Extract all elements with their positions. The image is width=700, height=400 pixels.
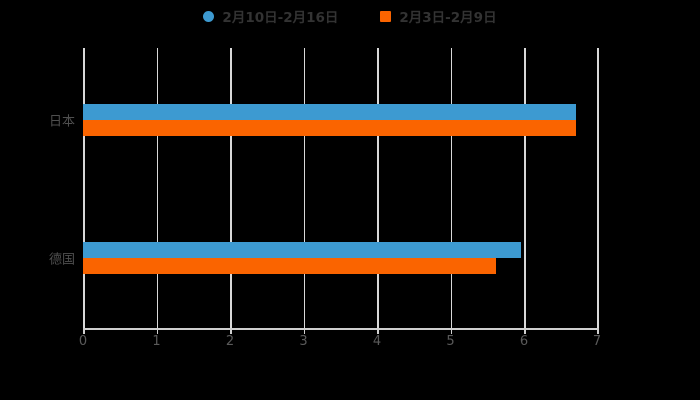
y-axis-label-japan: 日本 bbox=[48, 114, 75, 130]
bar-germany-series-2[interactable] bbox=[83, 258, 496, 274]
legend-label-series-2: 2月3日-2月9日 bbox=[399, 10, 497, 26]
x-tick-label-0: 0 bbox=[78, 334, 88, 349]
legend-label-series-1: 2月10日-2月16日 bbox=[222, 10, 339, 26]
bar-germany-series-1[interactable] bbox=[83, 242, 521, 258]
gridline-2 bbox=[230, 48, 232, 328]
gridline-7 bbox=[597, 48, 599, 328]
legend-marker-circle-icon bbox=[203, 10, 215, 22]
chart-legend: 2月10日-2月16日 2月3日-2月9日 bbox=[0, 6, 700, 26]
x-tick-mark-0 bbox=[83, 328, 85, 334]
x-tick-mark-5 bbox=[450, 328, 452, 334]
bar-japan-series-1[interactable] bbox=[83, 104, 576, 120]
x-tick-mark-2 bbox=[230, 328, 232, 334]
x-tick-mark-3 bbox=[303, 328, 305, 334]
bar-japan-series-2[interactable] bbox=[83, 120, 576, 136]
gridline-5 bbox=[450, 48, 452, 328]
x-tick-label-6: 6 bbox=[519, 334, 529, 349]
x-tick-mark-7 bbox=[597, 328, 599, 334]
x-tick-label-7: 7 bbox=[592, 334, 602, 349]
plot-area bbox=[83, 48, 599, 328]
gridline-4 bbox=[377, 48, 379, 328]
legend-marker-square-icon bbox=[380, 10, 392, 22]
x-tick-label-1: 1 bbox=[152, 334, 161, 349]
x-tick-mark-6 bbox=[524, 328, 526, 334]
x-tick-label-3: 3 bbox=[299, 334, 308, 349]
legend-item-series-2[interactable]: 2月3日-2月9日 bbox=[380, 6, 497, 26]
x-tick-label-4: 4 bbox=[372, 334, 382, 349]
gridline-6 bbox=[524, 48, 526, 328]
x-axis-line bbox=[83, 328, 598, 330]
x-tick-label-5: 5 bbox=[446, 334, 455, 349]
gridline-0 bbox=[83, 48, 85, 328]
legend-item-series-1[interactable]: 2月10日-2月16日 bbox=[203, 6, 338, 26]
x-tick-mark-4 bbox=[377, 328, 379, 334]
x-tick-label-2: 2 bbox=[225, 334, 235, 349]
x-tick-mark-1 bbox=[156, 328, 158, 334]
y-axis-label-germany: 德国 bbox=[48, 252, 75, 268]
gridline-1 bbox=[156, 48, 158, 328]
gridline-3 bbox=[303, 48, 305, 328]
